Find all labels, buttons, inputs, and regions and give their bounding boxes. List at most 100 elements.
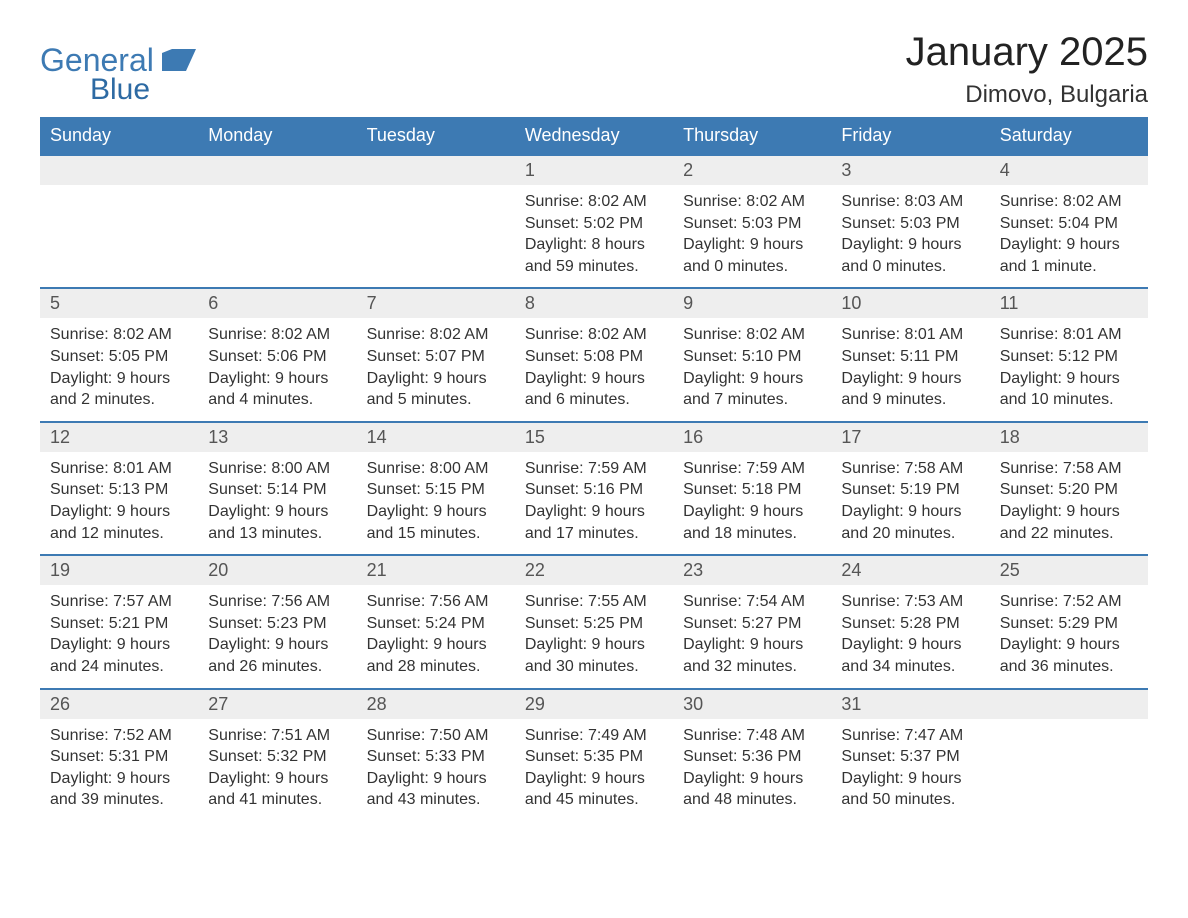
day-number: 1 — [515, 156, 673, 185]
daylight-line: Daylight: 9 hours and 22 minutes. — [1000, 501, 1138, 544]
day-details: Sunrise: 8:02 AMSunset: 5:08 PMDaylight:… — [515, 318, 673, 420]
day-details: Sunrise: 7:56 AMSunset: 5:23 PMDaylight:… — [198, 585, 356, 687]
week-row: 12Sunrise: 8:01 AMSunset: 5:13 PMDayligh… — [40, 422, 1148, 555]
sunrise-line: Sunrise: 8:02 AM — [525, 324, 663, 346]
day-cell: 3Sunrise: 8:03 AMSunset: 5:03 PMDaylight… — [831, 155, 989, 288]
header-right: January 2025 Dimovo, Bulgaria — [906, 30, 1148, 109]
day-header: Monday — [198, 117, 356, 155]
sunset-line: Sunset: 5:05 PM — [50, 346, 188, 368]
day-header: Wednesday — [515, 117, 673, 155]
day-cell: 10Sunrise: 8:01 AMSunset: 5:11 PMDayligh… — [831, 288, 989, 421]
daylight-line: Daylight: 8 hours and 59 minutes. — [525, 234, 663, 277]
sunset-line: Sunset: 5:02 PM — [525, 213, 663, 235]
sunrise-line: Sunrise: 8:01 AM — [841, 324, 979, 346]
day-number: 26 — [40, 690, 198, 719]
day-cell: 8Sunrise: 8:02 AMSunset: 5:08 PMDaylight… — [515, 288, 673, 421]
day-details: Sunrise: 8:02 AMSunset: 5:10 PMDaylight:… — [673, 318, 831, 420]
day-number: 12 — [40, 423, 198, 452]
day-cell: 31Sunrise: 7:47 AMSunset: 5:37 PMDayligh… — [831, 689, 989, 821]
day-number: 17 — [831, 423, 989, 452]
week-row: 5Sunrise: 8:02 AMSunset: 5:05 PMDaylight… — [40, 288, 1148, 421]
daylight-line: Daylight: 9 hours and 0 minutes. — [683, 234, 821, 277]
day-cell: 27Sunrise: 7:51 AMSunset: 5:32 PMDayligh… — [198, 689, 356, 821]
day-cell: 26Sunrise: 7:52 AMSunset: 5:31 PMDayligh… — [40, 689, 198, 821]
daylight-line: Daylight: 9 hours and 13 minutes. — [208, 501, 346, 544]
day-number: 5 — [40, 289, 198, 318]
sunset-line: Sunset: 5:31 PM — [50, 746, 188, 768]
week-row: 1Sunrise: 8:02 AMSunset: 5:02 PMDaylight… — [40, 155, 1148, 288]
day-details: Sunrise: 8:03 AMSunset: 5:03 PMDaylight:… — [831, 185, 989, 287]
flag-icon — [162, 49, 196, 76]
page-header: General Blue January 2025 Dimovo, Bulgar… — [40, 30, 1148, 109]
daylight-line: Daylight: 9 hours and 5 minutes. — [367, 368, 505, 411]
day-number: 4 — [990, 156, 1148, 185]
daylight-line: Daylight: 9 hours and 20 minutes. — [841, 501, 979, 544]
day-header: Tuesday — [357, 117, 515, 155]
day-details: Sunrise: 8:02 AMSunset: 5:05 PMDaylight:… — [40, 318, 198, 420]
day-details: Sunrise: 7:51 AMSunset: 5:32 PMDaylight:… — [198, 719, 356, 821]
sunrise-line: Sunrise: 7:47 AM — [841, 725, 979, 747]
daylight-line: Daylight: 9 hours and 32 minutes. — [683, 634, 821, 677]
sunset-line: Sunset: 5:20 PM — [1000, 479, 1138, 501]
sunset-line: Sunset: 5:11 PM — [841, 346, 979, 368]
day-number: 9 — [673, 289, 831, 318]
day-cell: 23Sunrise: 7:54 AMSunset: 5:27 PMDayligh… — [673, 555, 831, 688]
sunset-line: Sunset: 5:19 PM — [841, 479, 979, 501]
day-cell — [40, 155, 198, 288]
day-header-row: SundayMondayTuesdayWednesdayThursdayFrid… — [40, 117, 1148, 155]
day-details: Sunrise: 7:57 AMSunset: 5:21 PMDaylight:… — [40, 585, 198, 687]
sunset-line: Sunset: 5:18 PM — [683, 479, 821, 501]
sunrise-line: Sunrise: 7:49 AM — [525, 725, 663, 747]
day-details: Sunrise: 8:02 AMSunset: 5:04 PMDaylight:… — [990, 185, 1148, 287]
daylight-line: Daylight: 9 hours and 10 minutes. — [1000, 368, 1138, 411]
day-number: 27 — [198, 690, 356, 719]
sunset-line: Sunset: 5:16 PM — [525, 479, 663, 501]
day-details: Sunrise: 7:56 AMSunset: 5:24 PMDaylight:… — [357, 585, 515, 687]
day-details: Sunrise: 8:01 AMSunset: 5:12 PMDaylight:… — [990, 318, 1148, 420]
sunrise-line: Sunrise: 7:54 AM — [683, 591, 821, 613]
day-cell — [357, 155, 515, 288]
daylight-line: Daylight: 9 hours and 50 minutes. — [841, 768, 979, 811]
sunrise-line: Sunrise: 8:00 AM — [208, 458, 346, 480]
sunset-line: Sunset: 5:23 PM — [208, 613, 346, 635]
day-details: Sunrise: 7:49 AMSunset: 5:35 PMDaylight:… — [515, 719, 673, 821]
daylight-line: Daylight: 9 hours and 48 minutes. — [683, 768, 821, 811]
day-number: 14 — [357, 423, 515, 452]
day-cell — [990, 689, 1148, 821]
day-cell: 7Sunrise: 8:02 AMSunset: 5:07 PMDaylight… — [357, 288, 515, 421]
day-cell: 24Sunrise: 7:53 AMSunset: 5:28 PMDayligh… — [831, 555, 989, 688]
location-subtitle: Dimovo, Bulgaria — [906, 81, 1148, 109]
day-cell: 4Sunrise: 8:02 AMSunset: 5:04 PMDaylight… — [990, 155, 1148, 288]
day-cell: 18Sunrise: 7:58 AMSunset: 5:20 PMDayligh… — [990, 422, 1148, 555]
sunrise-line: Sunrise: 7:58 AM — [1000, 458, 1138, 480]
day-cell: 21Sunrise: 7:56 AMSunset: 5:24 PMDayligh… — [357, 555, 515, 688]
sunset-line: Sunset: 5:13 PM — [50, 479, 188, 501]
sunrise-line: Sunrise: 7:56 AM — [367, 591, 505, 613]
sunset-line: Sunset: 5:27 PM — [683, 613, 821, 635]
day-header: Sunday — [40, 117, 198, 155]
day-number: 31 — [831, 690, 989, 719]
sunset-line: Sunset: 5:37 PM — [841, 746, 979, 768]
daylight-line: Daylight: 9 hours and 12 minutes. — [50, 501, 188, 544]
sunset-line: Sunset: 5:15 PM — [367, 479, 505, 501]
day-number: 6 — [198, 289, 356, 318]
daylight-line: Daylight: 9 hours and 43 minutes. — [367, 768, 505, 811]
daylight-line: Daylight: 9 hours and 41 minutes. — [208, 768, 346, 811]
day-details: Sunrise: 7:58 AMSunset: 5:20 PMDaylight:… — [990, 452, 1148, 554]
day-cell: 14Sunrise: 8:00 AMSunset: 5:15 PMDayligh… — [357, 422, 515, 555]
sunrise-line: Sunrise: 7:59 AM — [525, 458, 663, 480]
day-details: Sunrise: 7:50 AMSunset: 5:33 PMDaylight:… — [357, 719, 515, 821]
day-cell: 20Sunrise: 7:56 AMSunset: 5:23 PMDayligh… — [198, 555, 356, 688]
day-details: Sunrise: 8:02 AMSunset: 5:02 PMDaylight:… — [515, 185, 673, 287]
sunrise-line: Sunrise: 8:02 AM — [1000, 191, 1138, 213]
daylight-line: Daylight: 9 hours and 30 minutes. — [525, 634, 663, 677]
day-number: 3 — [831, 156, 989, 185]
sunset-line: Sunset: 5:07 PM — [367, 346, 505, 368]
day-number: 18 — [990, 423, 1148, 452]
day-details: Sunrise: 7:59 AMSunset: 5:16 PMDaylight:… — [515, 452, 673, 554]
sunset-line: Sunset: 5:24 PM — [367, 613, 505, 635]
sunrise-line: Sunrise: 7:52 AM — [1000, 591, 1138, 613]
sunrise-line: Sunrise: 8:00 AM — [367, 458, 505, 480]
day-details: Sunrise: 8:02 AMSunset: 5:03 PMDaylight:… — [673, 185, 831, 287]
day-details: Sunrise: 7:47 AMSunset: 5:37 PMDaylight:… — [831, 719, 989, 821]
